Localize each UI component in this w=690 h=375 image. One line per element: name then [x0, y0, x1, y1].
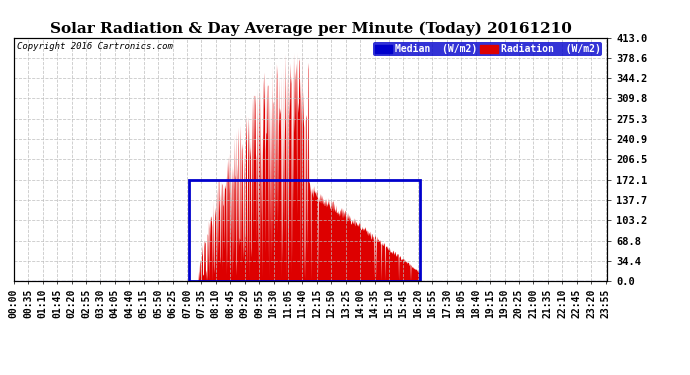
Text: Copyright 2016 Cartronics.com: Copyright 2016 Cartronics.com	[17, 42, 172, 51]
Bar	[189, 180, 420, 281]
Title: Solar Radiation & Day Average per Minute (Today) 20161210: Solar Radiation & Day Average per Minute…	[50, 22, 571, 36]
Legend: Median  (W/m2), Radiation  (W/m2): Median (W/m2), Radiation (W/m2)	[373, 42, 602, 56]
